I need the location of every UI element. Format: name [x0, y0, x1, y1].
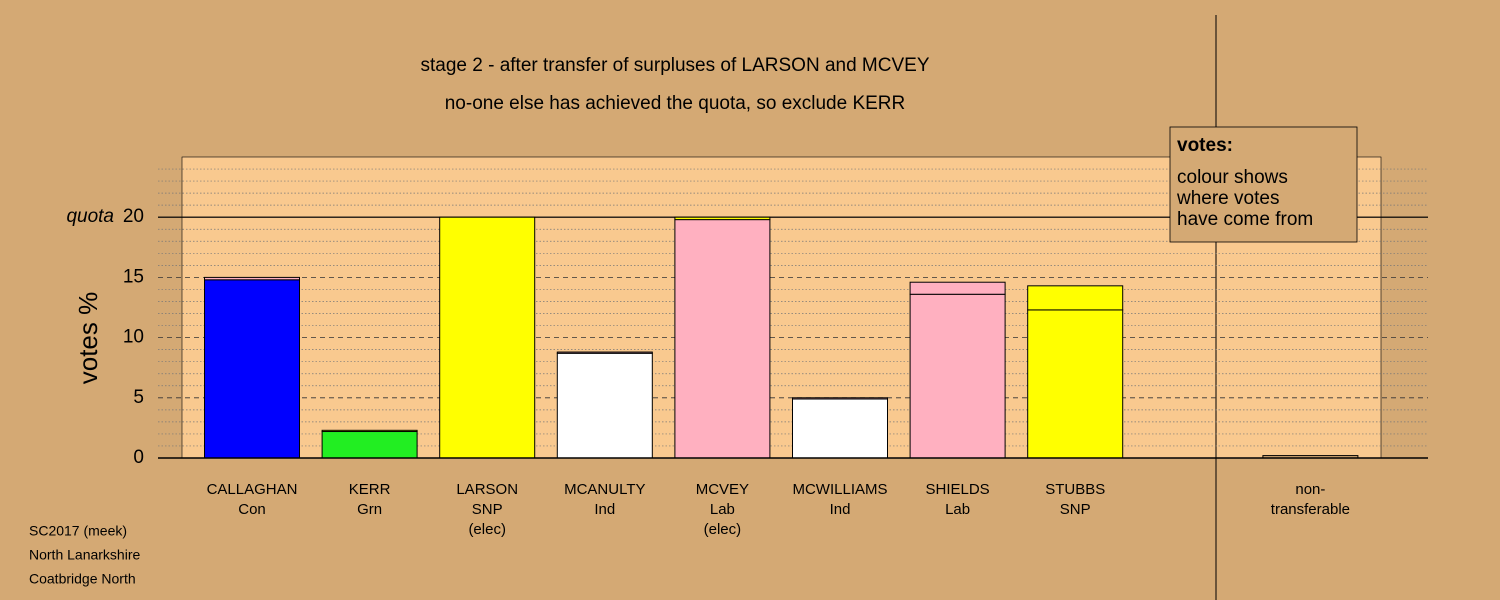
- bar-segment: [674, 219, 771, 459]
- y-tick-label: 15: [123, 266, 144, 287]
- bar-segment: [321, 429, 418, 433]
- bar-segment: [674, 216, 771, 221]
- chart-title: stage 2 - after transfer of surpluses of…: [420, 55, 929, 76]
- footnote: North Lanarkshire: [29, 547, 140, 563]
- bar-segment: [204, 276, 300, 281]
- legend-box: [1169, 126, 1358, 243]
- bar-segment: [439, 216, 536, 459]
- x-tick-label: Lab: [710, 501, 735, 518]
- x-tick-label: STUBBS: [1045, 481, 1105, 498]
- bar-segment: [556, 351, 653, 354]
- bar-segment: [792, 397, 888, 400]
- legend-text: have come from: [1177, 209, 1313, 230]
- x-tick-label: Con: [238, 501, 266, 518]
- y-tick-label: 0: [133, 447, 144, 468]
- y-tick-label: 10: [123, 327, 144, 348]
- bar-segment: [909, 293, 1006, 459]
- x-tick-label: (elec): [704, 521, 742, 538]
- y-tick-label: 5: [133, 387, 144, 408]
- bar-segment: [909, 281, 1006, 295]
- x-tick-label: transferable: [1271, 501, 1350, 518]
- bar-segment: [1027, 309, 1124, 459]
- y-tick-label: 20: [123, 206, 144, 227]
- bar-segment: [204, 279, 300, 459]
- x-tick-label: Lab: [945, 501, 970, 518]
- legend-text: where votes: [1176, 188, 1279, 209]
- legend-title: votes:: [1177, 135, 1233, 156]
- x-tick-label: MCVEY: [696, 481, 749, 498]
- x-tick-label: LARSON: [456, 481, 518, 498]
- bar-segment: [321, 431, 418, 459]
- x-tick-label: KERR: [349, 481, 391, 498]
- legend-text: colour shows: [1177, 167, 1288, 188]
- bar-segment: [792, 398, 888, 459]
- x-tick-label: non-: [1295, 481, 1325, 498]
- x-tick-label: MCWILLIAMS: [792, 481, 887, 498]
- quota-label: quota: [66, 206, 114, 227]
- x-tick-label: Ind: [594, 501, 615, 518]
- footnote: SC2017 (meek): [29, 523, 127, 539]
- x-tick-label: CALLAGHAN: [207, 481, 298, 498]
- footnote: Coatbridge North: [29, 571, 136, 587]
- x-tick-label: Ind: [830, 501, 851, 518]
- bar-segment: [556, 352, 653, 459]
- y-axis-title: votes %: [73, 292, 103, 385]
- x-tick-label: SNP: [472, 501, 503, 518]
- x-tick-label: SHIELDS: [925, 481, 989, 498]
- chart-subtitle: no-one else has achieved the quota, so e…: [445, 93, 906, 114]
- x-tick-label: Grn: [357, 501, 382, 518]
- x-tick-label: SNP: [1060, 501, 1091, 518]
- x-tick-label: (elec): [468, 521, 506, 538]
- x-tick-label: MCANULTY: [564, 481, 645, 498]
- bar-segment: [1027, 285, 1124, 311]
